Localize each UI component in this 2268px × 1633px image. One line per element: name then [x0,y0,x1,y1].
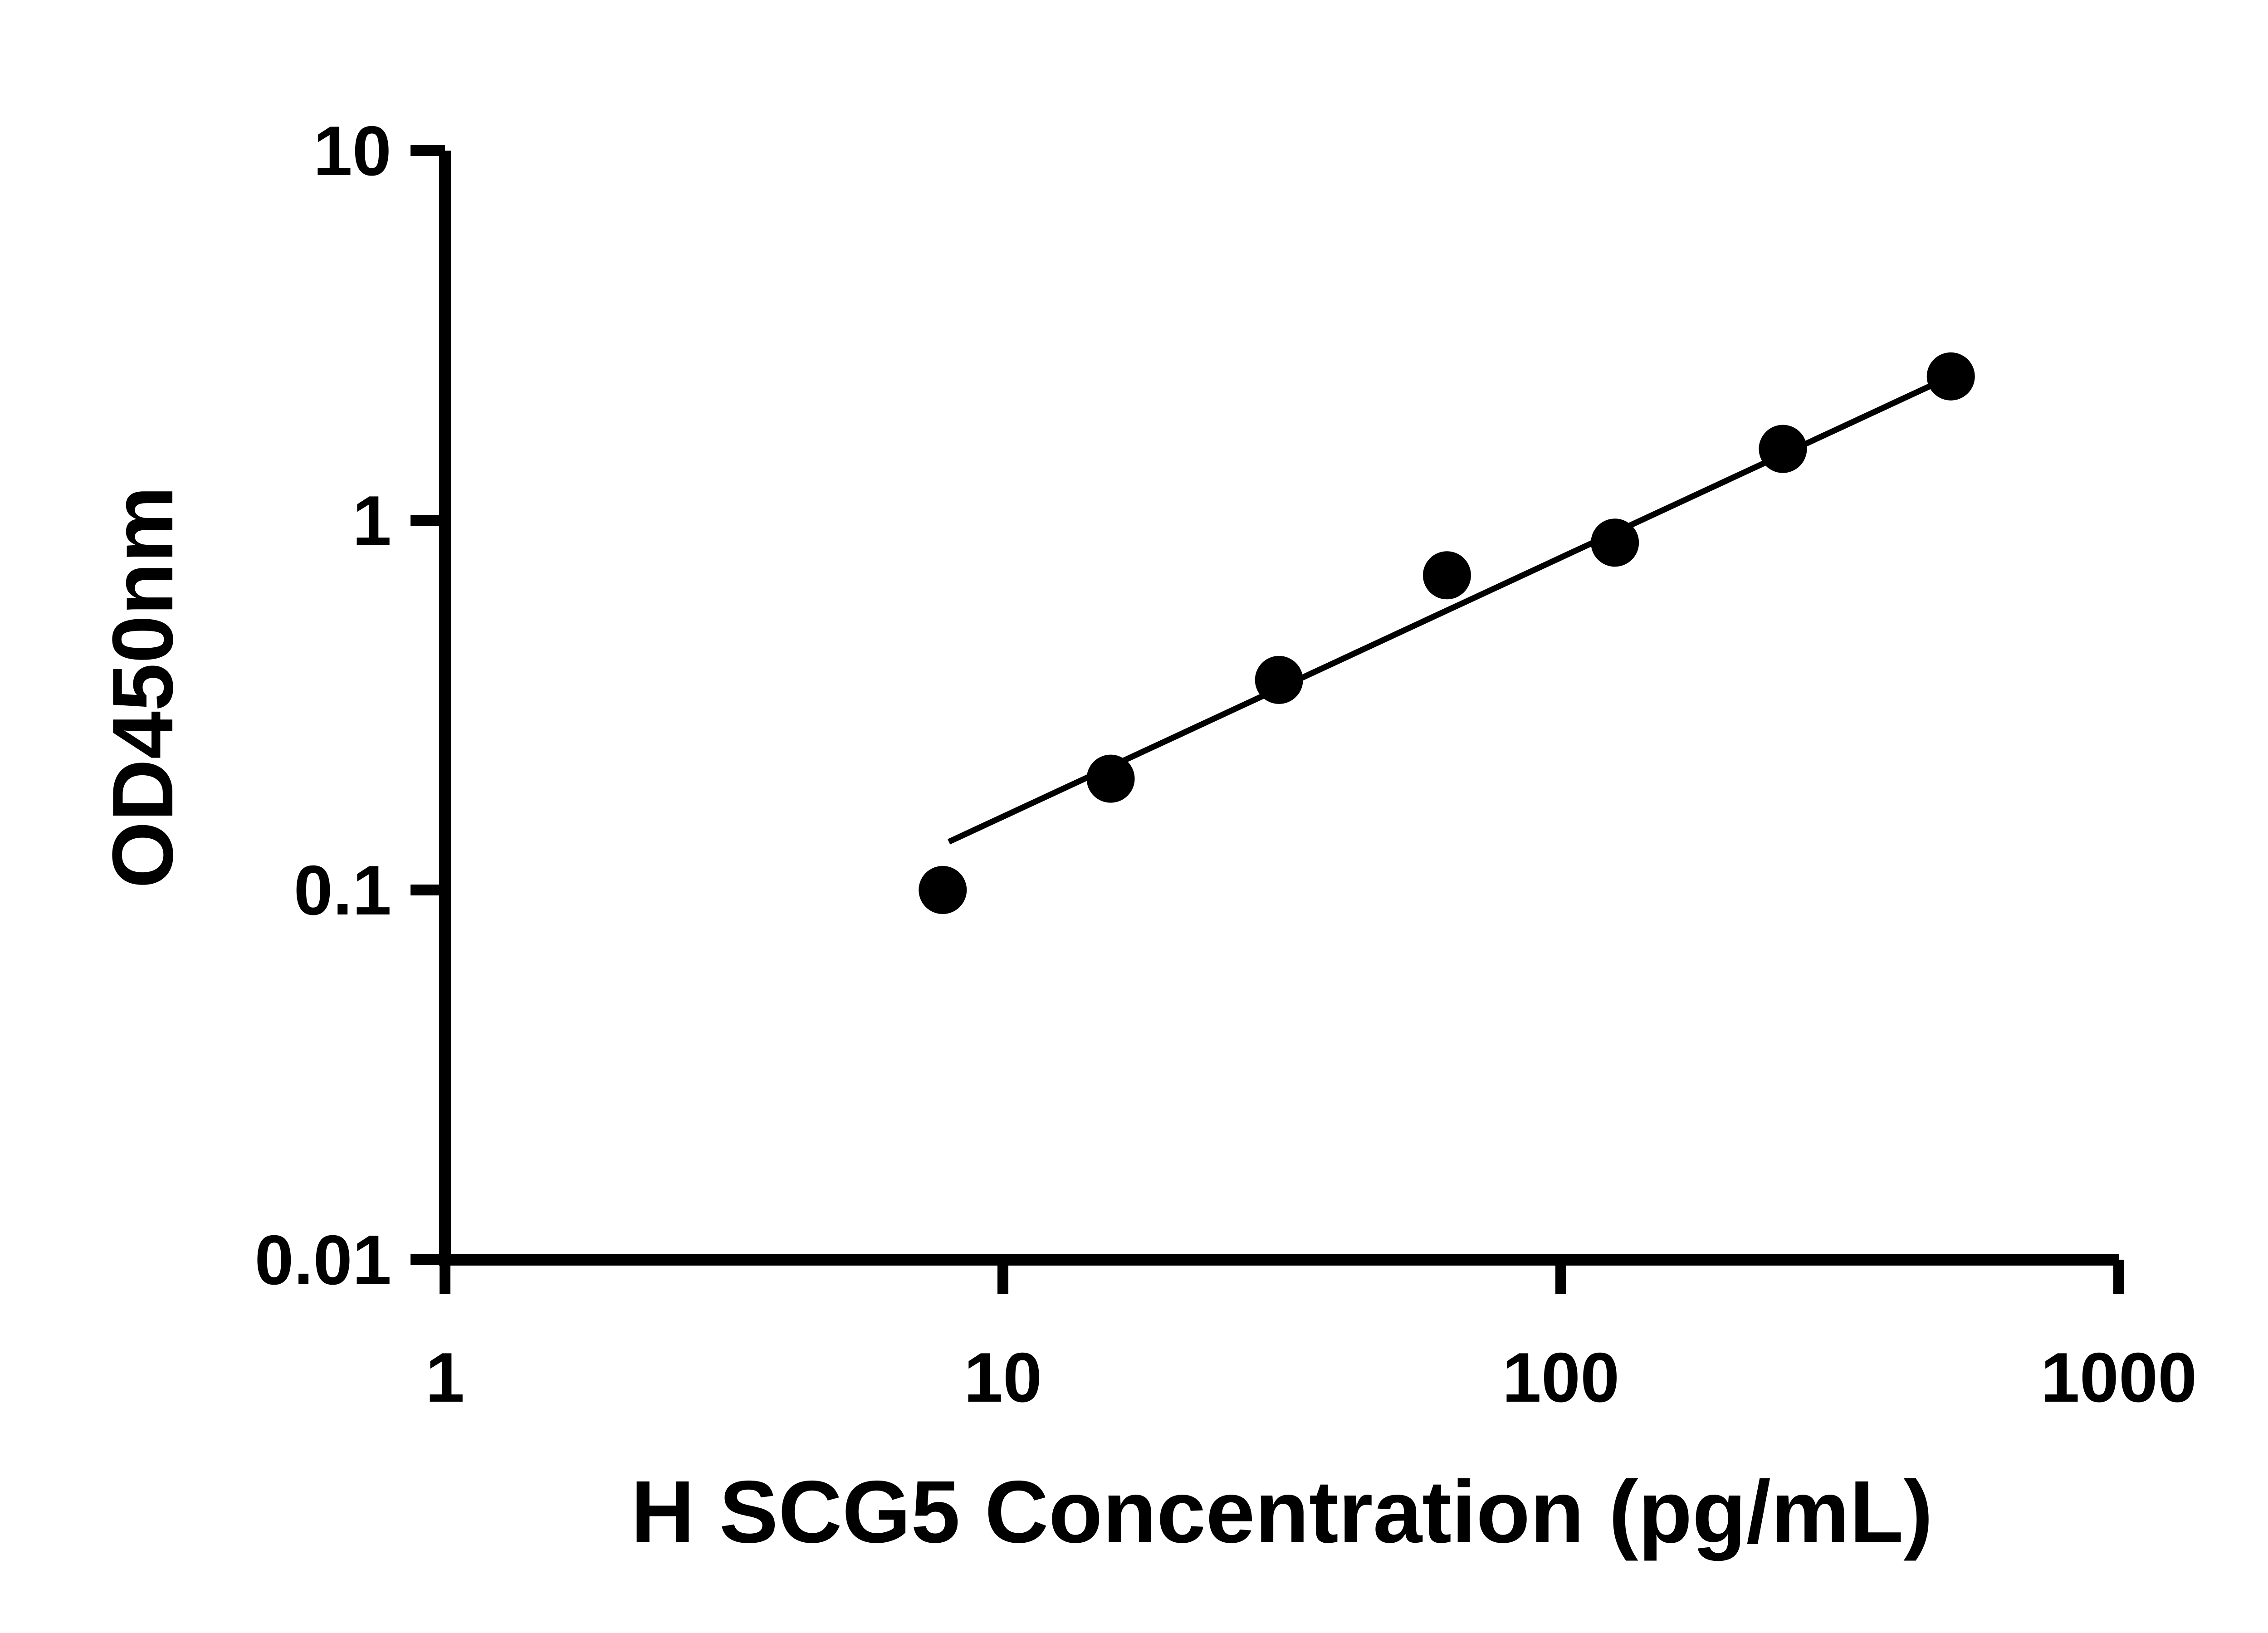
y-axis-title: OD450nm [95,486,191,888]
data-point-5 [1591,518,1639,567]
y-tick-label-10: 10 [313,112,391,190]
y-tick-label-0.01: 0.01 [254,1221,391,1299]
x-tick-label-1000: 1000 [2041,1338,2197,1417]
x-tick-label-100: 100 [1502,1338,1620,1417]
plot-area [919,352,1975,914]
axes: 1 10 100 1000 10 1 0.1 0.01 [254,112,2197,1417]
data-point-6 [1759,425,1807,473]
y-tick-label-0.1: 0.1 [294,851,391,929]
data-point-1 [919,866,967,914]
data-point-2 [1086,754,1135,803]
data-point-4 [1422,551,1471,600]
x-tick-label-1: 1 [425,1338,464,1417]
x-axis-title: H SCG5 Concentration (pg/mL) [631,1462,1933,1561]
data-point-7 [1926,352,1975,401]
y-tick-label-1: 1 [352,481,391,560]
data-point-3 [1255,655,1303,704]
x-tick-label-10: 10 [964,1338,1042,1417]
